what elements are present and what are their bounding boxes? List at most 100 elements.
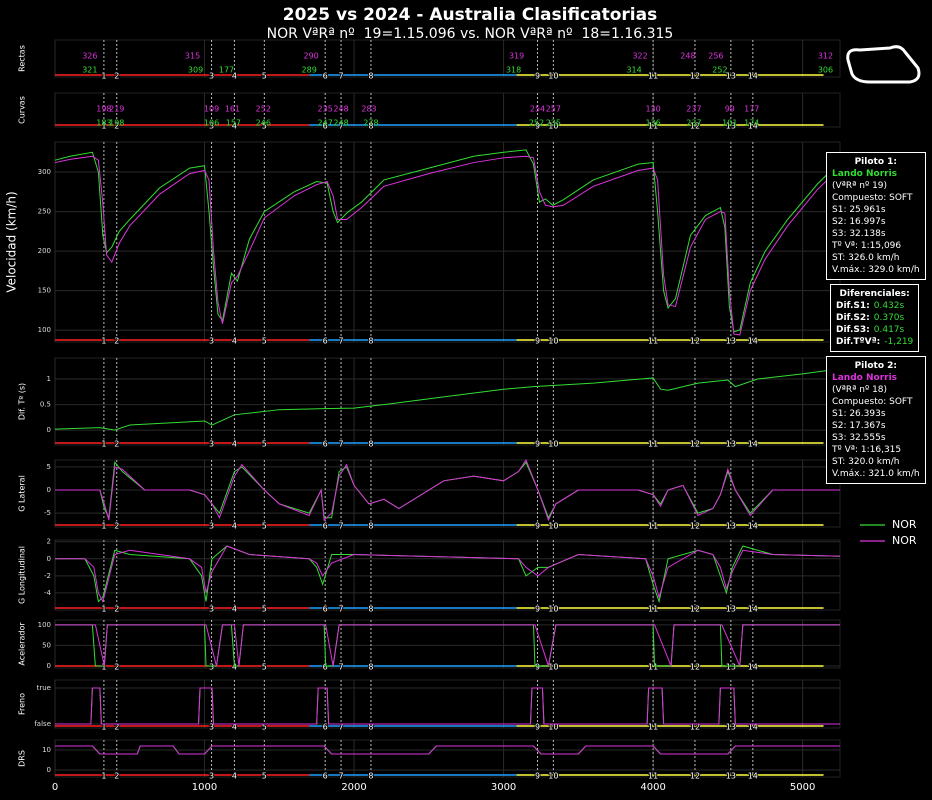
corner-label: 9 <box>535 440 540 449</box>
corner-label: 9 <box>535 772 540 781</box>
corner-label: 8 <box>368 663 373 672</box>
speed-label: 252 <box>712 66 727 75</box>
info-box: Piloto 1: Lando Norris (VªRª nº 19) Compues… <box>826 152 926 280</box>
corner-label: 6 <box>323 122 328 131</box>
speed-label: 319 <box>509 52 524 61</box>
y-axis-label: G Longitudinal <box>18 546 27 604</box>
speed-label: 309 <box>188 66 203 75</box>
y-tick-label: 100 <box>38 621 51 629</box>
x-tick-label: 2000 <box>341 782 366 793</box>
corner-label: 11 <box>648 337 658 346</box>
corner-label: 6 <box>323 723 328 732</box>
speed-label: 312 <box>818 52 833 61</box>
series-line <box>55 545 841 603</box>
corner-label: 3 <box>209 72 214 81</box>
corner-label: 10 <box>548 72 558 81</box>
y-tick-label: 0 <box>47 555 51 563</box>
diff-label: Dif.S2: <box>836 313 870 323</box>
info-box: Diferenciales: Dif.S1: 0.432s Dif.S2: 0.370s… <box>830 284 920 352</box>
info-line: Compuesto: SOFT <box>832 397 913 407</box>
corner-label: 8 <box>368 440 373 449</box>
corner-label: 8 <box>368 605 373 614</box>
corner-label: 11 <box>648 772 658 781</box>
series-line <box>54 155 841 336</box>
series-line <box>55 745 840 755</box>
corner-label: 7 <box>338 440 343 449</box>
corner-label: 12 <box>690 337 700 346</box>
y-axis-label: Rectas <box>18 45 27 72</box>
info-line: S2: 16.997s <box>832 217 886 227</box>
corner-label: 12 <box>690 122 700 131</box>
corner-label: 3 <box>209 723 214 732</box>
corner-label: 4 <box>232 723 237 732</box>
info-line: ST: 326.0 km/h <box>832 253 900 263</box>
x-tick-label: 1000 <box>192 782 217 793</box>
x-tick-label: 5000 <box>790 782 815 793</box>
speed-label: 106 <box>204 119 219 128</box>
corner-label: 9 <box>535 605 540 614</box>
corner-label: 2 <box>114 772 119 781</box>
corner-label: 10 <box>548 605 558 614</box>
corner-label: 6 <box>323 72 328 81</box>
corner-label: 2 <box>114 337 119 346</box>
corner-label: 4 <box>232 772 237 781</box>
speed-label: 99 <box>725 105 735 114</box>
corner-label: 6 <box>323 605 328 614</box>
corner-label: 12 <box>690 522 700 531</box>
y-axis-label: Dif. Tº (s) <box>18 383 27 420</box>
corner-label: 1 <box>101 122 106 131</box>
diff-value: 0.370s <box>873 313 905 323</box>
y-tick-label: 2 <box>47 538 51 546</box>
corner-label: 1 <box>101 337 106 346</box>
corner-label: 1 <box>101 605 106 614</box>
y-tick-label: 0 <box>47 662 51 670</box>
corner-label: 2 <box>114 605 119 614</box>
corner-label: 7 <box>338 522 343 531</box>
corner-label: 14 <box>748 122 758 131</box>
series-line <box>55 624 840 667</box>
corner-label: 1 <box>101 440 106 449</box>
speed-label: 306 <box>818 66 833 75</box>
corner-label: 7 <box>338 122 343 131</box>
speed-label: 278 <box>363 119 378 128</box>
info-title: Diferenciales: <box>839 289 910 299</box>
corner-label: 8 <box>368 723 373 732</box>
diff-row: Dif.S3: 0.417s <box>836 324 913 336</box>
corner-label: 3 <box>209 440 214 449</box>
corner-label: 13 <box>726 72 736 81</box>
corner-label: 8 <box>368 337 373 346</box>
driver-name: Lando Norris <box>832 373 898 383</box>
speed-label: 219 <box>109 105 124 114</box>
diff-value: 0.417s <box>873 325 905 335</box>
speed-label: 177 <box>744 105 759 114</box>
corner-label: 9 <box>535 663 540 672</box>
speed-label: 247 <box>318 119 333 128</box>
speed-label: 246 <box>256 119 271 128</box>
diff-value: 0.432s <box>873 301 905 311</box>
y-axis-label: Curvas <box>18 96 27 124</box>
speed-label: 198 <box>96 105 111 114</box>
speed-label: 235 <box>318 105 333 114</box>
corner-label: 11 <box>648 72 658 81</box>
y-tick-label: 0 <box>47 766 51 774</box>
corner-label: 13 <box>726 772 736 781</box>
y-tick-label: 150 <box>38 287 51 295</box>
corner-label: 12 <box>690 723 700 732</box>
corner-label: 5 <box>262 663 267 672</box>
panel-frame <box>54 459 841 528</box>
corner-label: 9 <box>535 72 540 81</box>
speed-label: 237 <box>686 119 701 128</box>
speed-label: 252 <box>256 105 271 114</box>
info-line: Tº Vª: 1:16,315 <box>832 445 902 455</box>
y-tick-label: -4 <box>44 589 52 597</box>
corner-label: 11 <box>648 522 658 531</box>
corner-label: 8 <box>368 522 373 531</box>
diff-row: Dif.S2: 0.370s <box>836 312 913 324</box>
info-line: ST: 320.0 km/h <box>832 457 900 467</box>
corner-label: 13 <box>726 605 736 614</box>
y-axis-label: Acelerador <box>18 622 27 666</box>
corner-label: 3 <box>209 772 214 781</box>
corner-label: 5 <box>262 605 267 614</box>
corner-label: 3 <box>209 605 214 614</box>
